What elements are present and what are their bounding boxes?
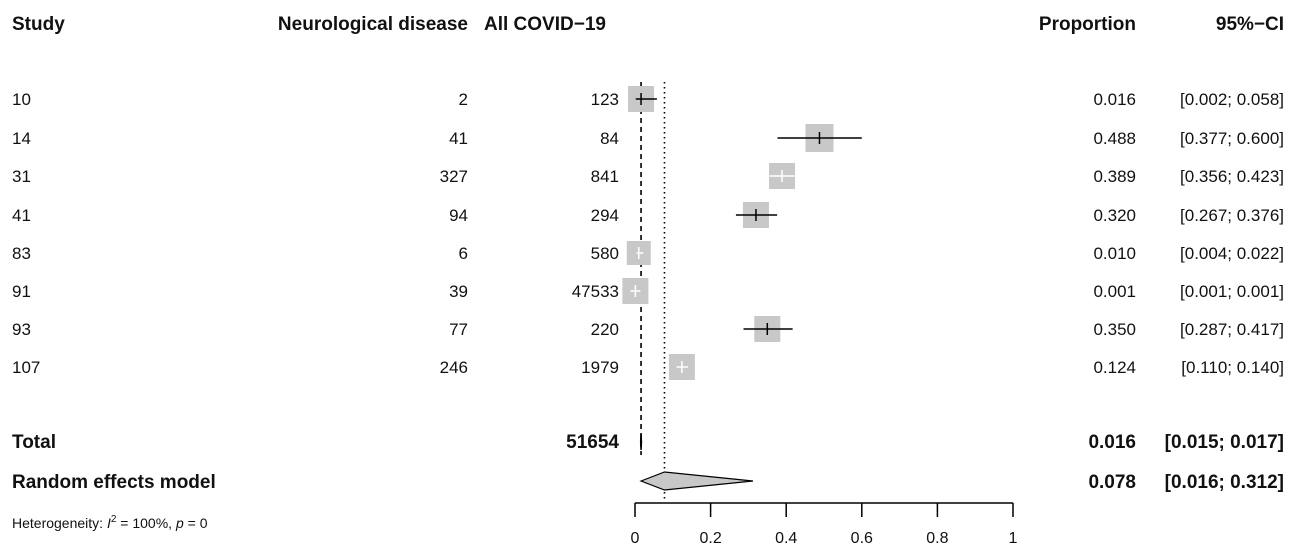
total-count: 51654 [566, 432, 619, 453]
header-total: All COVID−19 [484, 14, 606, 35]
study-label: 41 [12, 206, 31, 225]
header-events: Neurological disease [278, 14, 468, 35]
random-effects-ci: [0.016; 0.312] [1165, 472, 1284, 493]
study-events: 39 [449, 282, 468, 301]
study-label: 10 [12, 90, 31, 109]
study-label: 31 [12, 167, 31, 186]
header-proportion: Proportion [1039, 14, 1136, 35]
heterogeneity-p-value: = 0 [184, 515, 208, 531]
study-ci: [0.001; 0.001] [1180, 282, 1284, 301]
plot-area [622, 82, 862, 499]
total-label: Total [12, 432, 56, 453]
study-rows: 10 2 123 0.016 [0.002; 0.058] 14 41 84 0… [12, 90, 1284, 377]
study-proportion: 0.320 [1093, 206, 1136, 225]
study-ci: [0.356; 0.423] [1180, 167, 1284, 186]
study-proportion: 0.016 [1093, 90, 1136, 109]
study-ci: [0.110; 0.140] [1181, 358, 1284, 377]
study-proportion: 0.488 [1093, 129, 1136, 148]
x-axis-tick-label: 0.6 [851, 530, 873, 547]
study-total: 1979 [581, 358, 619, 377]
random-effects-diamond [639, 471, 753, 491]
study-label: 91 [12, 282, 31, 301]
study-total: 294 [591, 206, 619, 225]
study-events: 41 [449, 129, 468, 148]
study-ci: [0.287; 0.417] [1180, 320, 1284, 339]
x-axis-tick-label: 1 [1009, 530, 1018, 547]
x-axis-tick-label: 0.2 [699, 530, 721, 547]
x-axis-tick-label: 0.4 [775, 530, 797, 547]
study-ci: [0.267; 0.376] [1180, 206, 1284, 225]
study-total: 123 [591, 90, 619, 109]
x-axis-tick-label: 0 [631, 530, 640, 547]
heterogeneity-text: Heterogeneity: I2 = 100%, p = 0 [12, 514, 208, 531]
study-ci: [0.002; 0.058] [1180, 90, 1284, 109]
total-proportion: 0.016 [1088, 432, 1136, 453]
study-proportion: 0.389 [1093, 167, 1136, 186]
study-ci: [0.004; 0.022] [1180, 244, 1284, 263]
study-ci: [0.377; 0.600] [1180, 129, 1284, 148]
study-total: 841 [591, 167, 619, 186]
study-events: 6 [459, 244, 468, 263]
heterogeneity-i-symbol: I [107, 515, 111, 531]
study-label: 14 [12, 129, 31, 148]
study-total: 220 [591, 320, 619, 339]
study-label: 107 [12, 358, 40, 377]
random-effects-label: Random effects model [12, 472, 216, 493]
study-label: 93 [12, 320, 31, 339]
study-proportion: 0.010 [1093, 244, 1136, 263]
total-diamond [639, 433, 643, 451]
study-total: 84 [600, 129, 619, 148]
study-proportion: 0.001 [1093, 282, 1136, 301]
study-total: 580 [591, 244, 619, 263]
total-ci: [0.015; 0.017] [1165, 432, 1284, 453]
study-events: 77 [449, 320, 468, 339]
header-ci: 95%−CI [1216, 14, 1284, 35]
study-events: 327 [440, 167, 468, 186]
heterogeneity-p-symbol: p [175, 515, 184, 531]
study-proportion: 0.350 [1093, 320, 1136, 339]
x-axis-tick-label: 0.8 [926, 530, 948, 547]
heterogeneity-i-value: = 100%, [116, 515, 176, 531]
study-events: 246 [440, 358, 468, 377]
random-effects-proportion: 0.078 [1088, 472, 1136, 493]
study-label: 83 [12, 244, 31, 263]
study-events: 94 [449, 206, 468, 225]
study-total: 47533 [572, 282, 619, 301]
heterogeneity-i-power: 2 [111, 514, 117, 525]
header-study: Study [12, 14, 65, 35]
heterogeneity-prefix: Heterogeneity: [12, 515, 107, 531]
study-events: 2 [459, 90, 468, 109]
x-axis: 0 0.2 0.4 0.6 0.8 1 [631, 502, 1018, 547]
study-proportion: 0.124 [1093, 358, 1136, 377]
